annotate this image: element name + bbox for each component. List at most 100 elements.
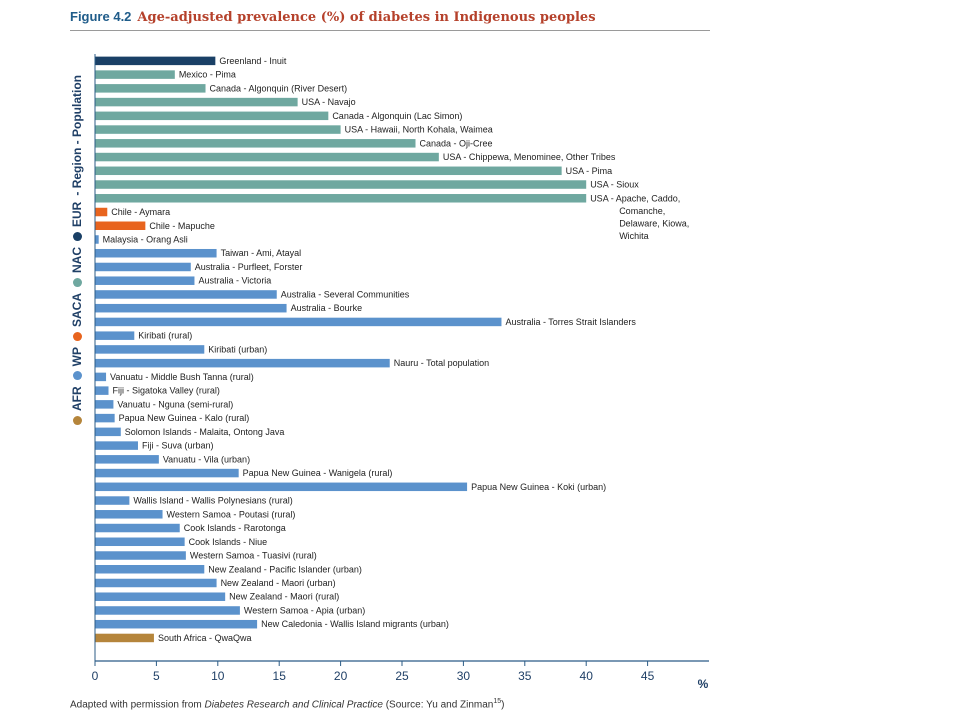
bar-label: Chile - Mapuche: [149, 221, 215, 231]
bar: [95, 413, 115, 423]
bar: [95, 139, 416, 148]
bar: [95, 84, 206, 93]
bar-label: Canada - Algonquin (River Desert): [210, 83, 348, 93]
bar-label: Australia - Several Communities: [281, 289, 410, 299]
bar-label-continuation: Delaware, Kiowa,: [619, 218, 689, 228]
caption-suffix: (Source: Yu and Zinman: [382, 699, 494, 711]
bar-label: Cook Islands - Niue: [189, 537, 268, 547]
x-tick-label: 40: [580, 669, 594, 683]
bar-label: New Caledonia - Wallis Island migrants (…: [261, 619, 449, 629]
bar: [95, 537, 185, 547]
bar-label: Malaysia - Orang Asli: [103, 234, 188, 244]
bar-label: USA - Chippewa, Menominee, Other Tribes: [443, 152, 616, 162]
bar: [95, 510, 163, 519]
bar-label: Papua New Guinea - Wanigela (rural): [243, 468, 393, 478]
x-tick-label: 0: [92, 669, 99, 683]
bar-label: Western Samoa - Apia (urban): [244, 605, 365, 615]
figure-title: Figure 4.2 Age-adjusted prevalence (%) of…: [70, 9, 596, 25]
bar-label: New Zealand - Maori (urban): [221, 578, 336, 588]
bar-label: New Zealand - Pacific Islander (urban): [208, 564, 362, 574]
x-unit-label: %: [698, 677, 709, 691]
bar-label: Vanuatu - Nguna (semi-rural): [117, 399, 233, 409]
bar: [95, 523, 180, 533]
bar: [95, 372, 107, 382]
bar-label: Nauru - Total population: [394, 358, 489, 368]
title-divider: [70, 30, 710, 31]
bar-label: USA - Navajo: [302, 97, 356, 107]
caption-source-title: Diabetes Research and Clinical Practice: [204, 699, 383, 711]
bar: [95, 496, 130, 505]
bar-label: Wallis Island - Wallis Polynesians (rura…: [133, 496, 292, 506]
bar: [95, 468, 239, 478]
bar: [95, 262, 191, 272]
caption-close: ): [501, 699, 505, 711]
x-tick-label: 45: [641, 669, 655, 683]
bar: [95, 111, 329, 121]
bar-label: USA - Hawaii, North Kohala, Waimea: [345, 125, 493, 135]
bar: [95, 303, 287, 313]
bar: [95, 551, 186, 560]
bar-label: Western Samoa - Tuasivi (rural): [190, 551, 317, 561]
bar: [95, 70, 175, 79]
bar: [95, 427, 121, 437]
bar-label: USA - Apache, Caddo,: [590, 193, 680, 203]
bar-label-continuation: Comanche,: [619, 206, 665, 216]
bar: [95, 331, 135, 340]
bar: [95, 248, 217, 258]
bar-label: Canada - Oji-Cree: [420, 138, 493, 148]
bar-label: Papua New Guinea - Koki (urban): [471, 482, 606, 492]
bar: [95, 400, 114, 409]
bar: [95, 166, 562, 176]
bar: [95, 345, 205, 354]
bar: [95, 276, 195, 285]
bar-label: Kiribati (rural): [138, 331, 192, 341]
figure-title-text: Age-adjusted prevalence (%) of diabetes …: [137, 10, 596, 25]
bar: [95, 441, 138, 450]
bar: [95, 194, 587, 203]
bar-label: Australia - Bourke: [291, 303, 363, 313]
bar-label: Australia - Purfleet, Forster: [195, 262, 303, 272]
bar-label: Vanuatu - Middle Bush Tanna (rural): [110, 372, 254, 382]
bar-label: Western Samoa - Poutasi (rural): [167, 509, 296, 519]
bar: [95, 455, 159, 464]
figure-number: Figure 4.2: [70, 9, 132, 24]
bar-label: Kiribati (urban): [208, 344, 267, 354]
x-tick-label: 25: [395, 669, 409, 683]
bar-label: Canada - Algonquin (Lac Simon): [332, 111, 462, 121]
x-tick-label: 10: [211, 669, 225, 683]
bar-label: Cook Islands - Rarotonga: [184, 523, 286, 533]
bar-label: Chile - Aymara: [111, 207, 170, 217]
x-tick-label: 35: [518, 669, 532, 683]
bar: [95, 317, 502, 327]
bar-label: Vanuatu - Vila (urban): [163, 454, 250, 464]
bar: [95, 633, 154, 643]
bar-label: Solomon Islands - Malaita, Ontong Java: [125, 427, 285, 437]
x-tick-label: 15: [273, 669, 287, 683]
bar-label: Papua New Guinea - Kalo (rural): [119, 413, 250, 423]
bar: [95, 207, 108, 217]
bar: [95, 482, 468, 492]
bar: [95, 290, 277, 299]
caption-prefix: Adapted with permission from: [70, 699, 205, 711]
bar-label: Taiwan - Ami, Atayal: [221, 248, 302, 258]
bar: [95, 565, 205, 574]
bar: [95, 221, 146, 230]
bar-label: USA - Sioux: [590, 180, 639, 190]
bar-label-continuation: Wichita: [619, 231, 649, 241]
bar: [95, 97, 298, 107]
caption-reference: 15: [493, 698, 502, 705]
bar: [95, 592, 226, 601]
bar: [95, 152, 439, 162]
bar: [95, 358, 390, 368]
bar-label: Fiji - Sigatoka Valley (rural): [113, 386, 220, 396]
x-tick-label: 20: [334, 669, 348, 683]
bar: [95, 180, 587, 189]
bar: [95, 619, 258, 629]
bar-label: New Zealand - Maori (rural): [229, 592, 339, 602]
bar-label: South Africa - QwaQwa: [158, 633, 252, 643]
bar-label: Australia - Victoria: [198, 276, 271, 286]
bar-label: Mexico - Pima: [179, 70, 236, 80]
bar-label: Greenland - Inuit: [219, 56, 287, 66]
bar-label: Fiji - Suva (urban): [142, 441, 214, 451]
bar: [95, 56, 216, 66]
